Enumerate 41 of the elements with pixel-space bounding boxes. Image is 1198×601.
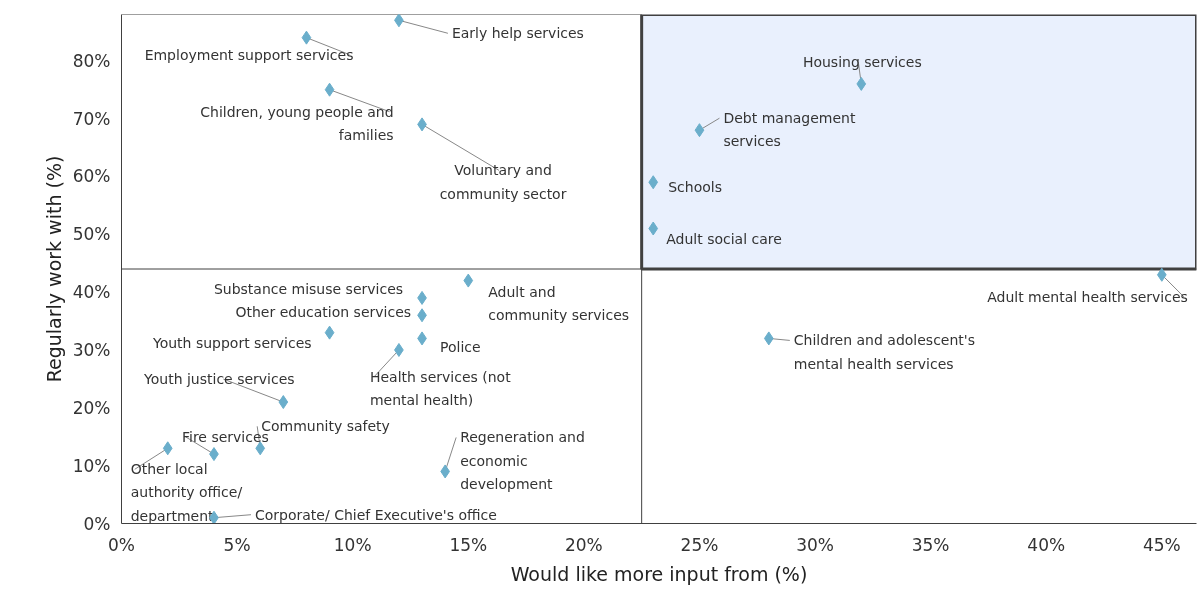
annotation: Employment support services bbox=[144, 46, 354, 63]
y-tick-label: 20% bbox=[72, 397, 111, 418]
x-tick-label: 10% bbox=[333, 534, 372, 555]
annotation: Schools bbox=[668, 179, 722, 196]
x-tick-label: 5% bbox=[223, 534, 251, 555]
y-tick-label: 40% bbox=[72, 282, 111, 303]
annotation: Early help services bbox=[451, 25, 584, 42]
annotation: Regeneration and economic development bbox=[460, 429, 585, 492]
annotation: Voluntary and community sector bbox=[439, 162, 567, 202]
y-tick-label: 60% bbox=[72, 166, 111, 187]
annotation: Debt management services bbox=[723, 110, 856, 150]
annotation: Housing services bbox=[802, 53, 922, 70]
annotation: Adult mental health services bbox=[987, 288, 1188, 305]
annotation: Adult social care bbox=[666, 230, 782, 247]
y-tick-label: 30% bbox=[72, 339, 111, 360]
y-tick-label: 70% bbox=[72, 108, 111, 129]
annotation: Substance misuse services bbox=[213, 280, 404, 297]
annotation: Children and adolescent's mental health services bbox=[793, 332, 975, 372]
x-tick-label: 25% bbox=[680, 534, 719, 555]
x-tick-label: 30% bbox=[796, 534, 834, 555]
x-tick-label: 20% bbox=[564, 534, 603, 555]
annotation: Children, young people and families bbox=[200, 103, 394, 143]
x-axis-title: Would like more input from (%) bbox=[510, 562, 808, 585]
annotation: Corporate/ Chief Executive's office bbox=[254, 506, 497, 523]
y-axis-title: Regularly work with (%) bbox=[42, 155, 65, 383]
annotation: Youth justice services bbox=[143, 371, 295, 388]
x-tick-label: 45% bbox=[1142, 534, 1181, 555]
y-tick-label: 80% bbox=[72, 50, 111, 71]
annotation: Other local authority office/ department bbox=[130, 461, 243, 524]
x-tick-label: 0% bbox=[108, 534, 135, 555]
annotation: Health services (not mental health) bbox=[369, 368, 512, 409]
annotation: Adult and community services bbox=[488, 283, 630, 323]
x-tick-label: 15% bbox=[449, 534, 488, 555]
x-tick-label: 35% bbox=[911, 534, 950, 555]
annotation: Other education services bbox=[235, 304, 412, 321]
x-tick-label: 40% bbox=[1027, 534, 1066, 555]
annotation: Police bbox=[440, 339, 481, 356]
annotation: Youth support services bbox=[151, 334, 312, 351]
y-tick-label: 10% bbox=[72, 455, 111, 476]
y-tick-label: 0% bbox=[83, 513, 111, 534]
y-tick-label: 50% bbox=[72, 224, 111, 245]
